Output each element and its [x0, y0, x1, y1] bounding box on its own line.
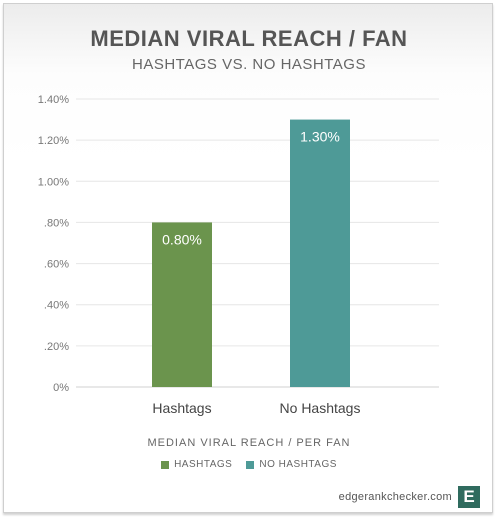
- legend-label-no-hashtags: NO HASHTAGS: [259, 459, 337, 470]
- y-tick-label: .20%: [44, 341, 69, 353]
- footer: edgerankchecker.com E: [339, 486, 480, 508]
- y-tick-label: 1.20%: [38, 135, 69, 147]
- bar-hashtags: [152, 222, 212, 387]
- legend: HASHTAGS NO HASHTAGS: [4, 459, 494, 470]
- y-tick-label: 0%: [53, 382, 69, 394]
- legend-item-no-hashtags: NO HASHTAGS: [246, 459, 337, 470]
- chart-title: MEDIAN VIRAL REACH / FAN: [90, 26, 408, 51]
- brand-logo-icon: E: [458, 486, 480, 508]
- legend-label-hashtags: HASHTAGS: [174, 459, 233, 470]
- y-tick-label: .40%: [44, 300, 69, 312]
- x-axis-title: MEDIAN VIRAL REACH / PER FAN: [147, 437, 351, 449]
- y-tick-label: 1.00%: [38, 176, 69, 188]
- bar-chart: 0% .20% .40% .60% .80% 1.00% 1.20% 1.40% 0.80% Ha…: [38, 94, 439, 416]
- legend-item-hashtags: HASHTAGS: [161, 459, 232, 470]
- chart-card: MEDIAN VIRAL REACH / FAN HASHTAGS VS. NO…: [3, 3, 493, 513]
- chart-subtitle: HASHTAGS VS. NO HASHTAGS: [132, 56, 366, 73]
- y-tick-label: 1.40%: [38, 94, 69, 106]
- bar-no-hashtags: [290, 119, 350, 388]
- x-category-label: No Hashtags: [280, 400, 361, 416]
- bar-value-label: 0.80%: [162, 231, 202, 247]
- brand-url[interactable]: edgerankchecker.com: [338, 491, 452, 503]
- legend-swatch-no-hashtags: [246, 460, 255, 469]
- x-category-label: Hashtags: [152, 400, 211, 416]
- bar-value-label: 1.30%: [300, 129, 340, 145]
- y-tick-label: .80%: [44, 217, 69, 229]
- legend-swatch-hashtags: [161, 460, 170, 469]
- y-tick-label: .60%: [44, 259, 69, 271]
